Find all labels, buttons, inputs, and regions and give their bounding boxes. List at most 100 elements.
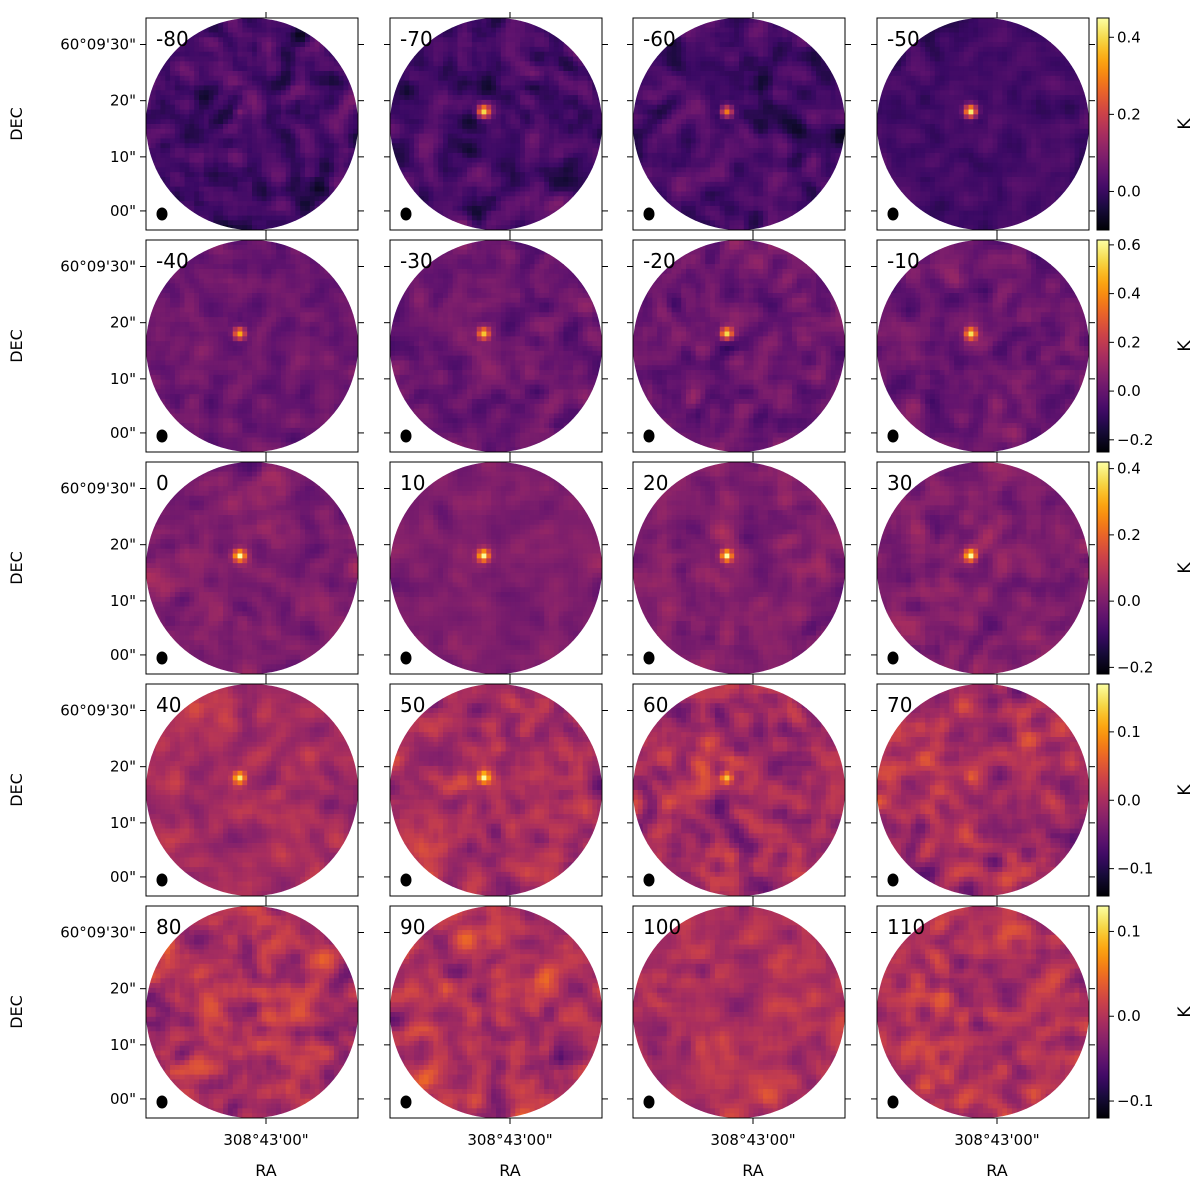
pixel	[179, 177, 185, 183]
pixel	[686, 71, 692, 77]
pixel	[481, 27, 487, 33]
pixel	[199, 114, 205, 120]
pixel	[734, 80, 740, 86]
pixel	[390, 85, 396, 91]
pixel	[348, 177, 354, 183]
pixel	[428, 66, 434, 72]
pixel	[242, 51, 248, 57]
pixel	[587, 133, 593, 139]
pixel	[343, 186, 349, 192]
pixel	[452, 201, 458, 207]
pixel	[700, 66, 706, 72]
pixel	[399, 186, 405, 192]
pixel	[772, 46, 778, 53]
pixel	[170, 75, 176, 82]
pixel	[261, 210, 267, 216]
pixel	[661, 18, 668, 24]
pixel	[539, 61, 545, 67]
pixel	[208, 42, 214, 48]
pixel	[820, 104, 827, 110]
pixel	[199, 152, 205, 159]
pixel	[423, 186, 429, 192]
pixel	[170, 124, 176, 130]
pixel	[237, 104, 243, 110]
pixel	[146, 210, 152, 216]
pixel	[577, 167, 584, 173]
pixel	[457, 90, 463, 96]
pixel	[309, 220, 316, 226]
pixel	[433, 196, 439, 202]
pixel	[496, 27, 502, 33]
pixel	[500, 104, 507, 110]
pixel	[763, 99, 769, 106]
pixel	[577, 143, 584, 149]
pixel	[184, 80, 190, 86]
pixel	[520, 32, 526, 38]
pixel	[399, 18, 405, 24]
pixel	[438, 196, 444, 202]
pixel	[208, 196, 214, 202]
pixel	[227, 138, 234, 144]
pixel	[782, 109, 788, 115]
pixel	[404, 56, 410, 62]
pixel	[705, 95, 711, 101]
pixel	[491, 177, 497, 183]
pixel	[577, 114, 584, 120]
pixel	[329, 85, 335, 91]
pixel	[227, 37, 234, 43]
pixel	[428, 167, 434, 173]
pixel	[811, 99, 817, 106]
pixel	[184, 181, 190, 188]
pixel	[428, 99, 434, 106]
pixel	[290, 85, 296, 91]
pixel	[539, 191, 545, 197]
pixel	[170, 119, 176, 125]
pixel	[748, 46, 754, 53]
pixel	[271, 85, 277, 91]
pixel	[796, 71, 803, 77]
pixel	[399, 61, 405, 67]
pixel	[438, 75, 444, 82]
pixel	[582, 172, 588, 178]
pixel	[544, 128, 550, 135]
pixel	[404, 71, 410, 77]
pixel	[309, 95, 316, 101]
pixel	[223, 32, 229, 38]
pixel	[549, 162, 555, 168]
pixel	[592, 128, 598, 135]
pixel	[467, 205, 473, 212]
pixel	[213, 99, 219, 106]
pixel	[467, 42, 473, 48]
pixel	[772, 27, 778, 33]
pixel	[467, 172, 473, 178]
pixel	[348, 162, 354, 168]
pixel	[261, 196, 267, 202]
pixel	[587, 220, 593, 226]
pixel	[242, 75, 248, 82]
pixel	[563, 85, 569, 91]
pixel	[666, 46, 672, 53]
pixel	[247, 172, 253, 178]
pixel	[462, 205, 468, 212]
pixel	[520, 148, 526, 154]
pixel	[447, 71, 454, 77]
pixel	[529, 152, 535, 159]
pixel	[816, 114, 822, 120]
pixel	[208, 172, 214, 178]
pixel	[471, 220, 478, 226]
pixel	[194, 191, 200, 197]
pixel	[404, 90, 410, 96]
pixel	[329, 51, 335, 57]
pixel	[710, 104, 716, 110]
pixel	[820, 27, 827, 33]
pixel	[505, 191, 511, 197]
pixel	[329, 99, 335, 106]
pixel	[515, 37, 521, 43]
pixel	[295, 80, 301, 86]
pixel	[290, 66, 296, 72]
pixel	[208, 177, 214, 183]
pixel	[266, 162, 272, 168]
pixel	[647, 75, 653, 82]
pixel	[830, 90, 836, 96]
